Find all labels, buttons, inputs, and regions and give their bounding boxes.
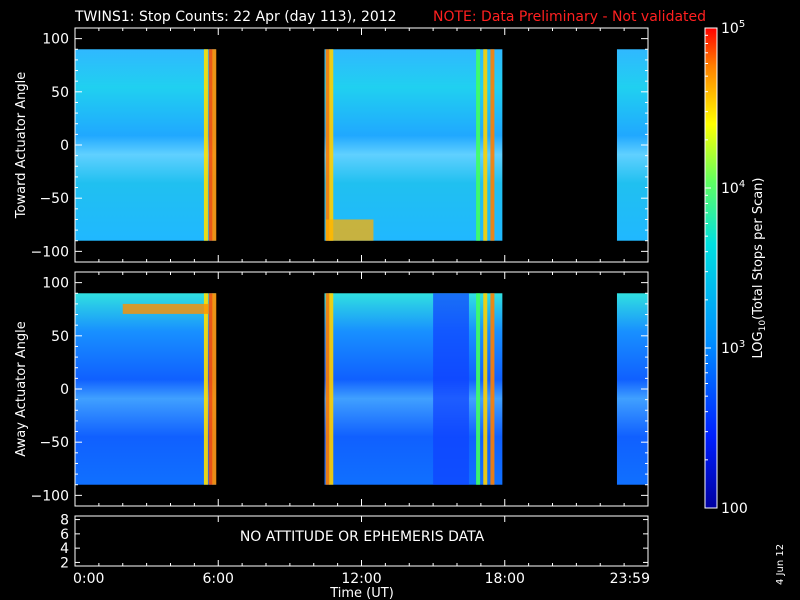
y-tick-label: −100	[31, 488, 69, 504]
away-intensity-stripe	[329, 293, 334, 485]
colorbar-label: LOG10(Total Stops per Scan)	[751, 178, 768, 359]
toward-angle-panel: 100 50 0 −50 −100 Toward Actuator Angle	[14, 27, 649, 263]
away-angle-panel: 100 50 0 −50 −100 Away Actuator Angle	[14, 271, 649, 507]
colorbar-gradient	[704, 27, 718, 509]
toward-intensity-stripe	[476, 49, 481, 241]
y-tick-label: 50	[51, 85, 69, 101]
colorbar-tick-label: 100	[721, 501, 748, 517]
no-data-message: NO ATTITUDE OR EPHEMERIS DATA	[240, 529, 485, 545]
x-tick-label: 0:00	[73, 571, 104, 587]
colorbar-label-sub: 10	[758, 320, 768, 332]
x-tick-label: 18:00	[485, 571, 525, 587]
toward-intensity-stripe	[483, 49, 488, 241]
toward-intensity-stripe	[490, 49, 495, 241]
y-tick-label: 6	[60, 527, 69, 543]
y-tick-label: 4	[60, 541, 69, 557]
y-tick-label: 50	[51, 329, 69, 345]
x-axis-label: Time (UT)	[329, 586, 394, 600]
toward-data-block	[324, 49, 503, 241]
x-tick-label: 23:59	[610, 571, 650, 587]
y-tick-label: −50	[39, 191, 69, 207]
y-tick-label: 100	[42, 32, 69, 48]
away-intensity-stripe	[483, 293, 488, 485]
preliminary-note: NOTE: Data Preliminary - Not validated	[433, 9, 706, 25]
y-tick-label: −50	[39, 435, 69, 451]
y-tick-label: 0	[60, 138, 69, 154]
footer-date: 4 Jun 12	[775, 544, 786, 585]
x-axis: 0:00 6:00 12:00 18:00 23:59	[73, 571, 650, 587]
colorbar: 105 104 103 100	[704, 19, 748, 517]
toward-intensity-stripe	[325, 49, 330, 241]
away-data-block	[324, 293, 503, 485]
away-intensity-stripe	[212, 293, 217, 485]
colorbar-tick-label: 105	[721, 19, 745, 37]
toward-intensity-stripe	[329, 49, 334, 241]
toward-hot-band	[325, 219, 374, 241]
away-intensity-stripe	[203, 293, 208, 485]
colorbar-label-prefix: LOG	[751, 331, 766, 358]
toward-intensity-stripe	[212, 49, 217, 241]
away-intensity-stripe	[490, 293, 495, 485]
away-intensity-stripe	[476, 293, 481, 485]
away-data-block	[75, 293, 216, 485]
colorbar-tick-label: 104	[721, 179, 745, 197]
x-tick-label: 6:00	[203, 571, 234, 587]
colorbar-label-suffix: (Total Stops per Scan)	[751, 178, 766, 320]
toward-data-block	[75, 49, 216, 241]
away-y-axis-label: Away Actuator Angle	[14, 321, 29, 456]
away-intensity-stripe	[325, 293, 330, 485]
toward-intensity-stripe	[208, 49, 213, 241]
colorbar-tick-label: 103	[721, 339, 745, 357]
y-tick-label: 2	[60, 555, 69, 571]
y-tick-label: 8	[60, 513, 69, 529]
toward-intensity-stripe	[203, 49, 208, 241]
x-tick-label: 12:00	[341, 571, 381, 587]
away-intensity-stripe	[208, 293, 213, 485]
y-tick-label: −100	[31, 244, 69, 260]
away-low-band	[433, 293, 469, 485]
away-hot-band	[122, 303, 209, 314]
y-tick-label: 0	[60, 382, 69, 398]
chart-title: TWINS1: Stop Counts: 22 Apr (day 113), 2…	[74, 9, 397, 25]
y-tick-label: 100	[42, 276, 69, 292]
toward-y-axis-label: Toward Actuator Angle	[14, 72, 29, 219]
